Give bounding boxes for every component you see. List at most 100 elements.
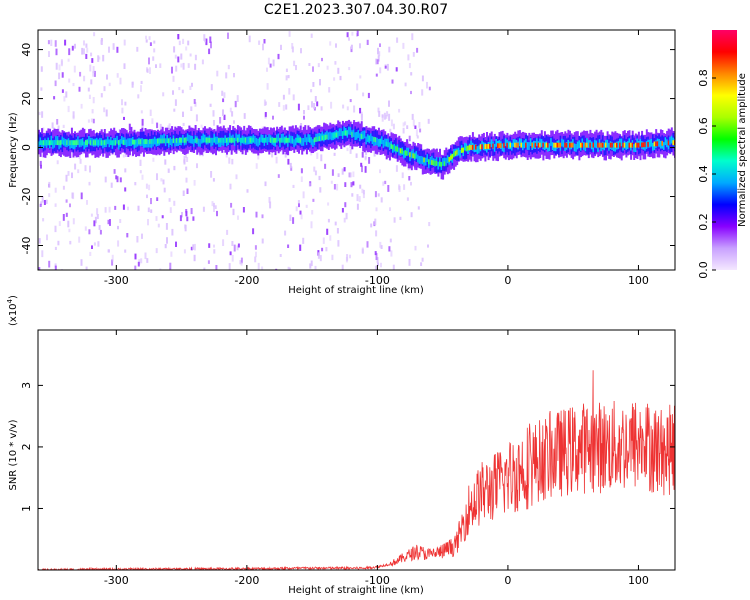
ridge-core (486, 144, 488, 149)
ridge-cell (561, 138, 564, 147)
ridge-core (413, 153, 416, 159)
noise-cell (192, 216, 195, 221)
noise-cell (109, 219, 111, 226)
ridge-cell (625, 142, 628, 150)
ridge-core (345, 130, 347, 136)
noise-cell (404, 82, 407, 87)
ridge-cell (357, 130, 360, 138)
noise-cell (159, 123, 162, 129)
noise-cell (275, 268, 278, 270)
ridge-core (274, 137, 277, 143)
ridge-cell (302, 138, 305, 146)
ridge-core (531, 142, 534, 148)
noise-cell (308, 63, 311, 66)
ridge-cell (670, 135, 673, 144)
noise-cell (116, 46, 119, 53)
noise-cell (121, 99, 123, 106)
x-tick-label: 100 (628, 274, 649, 287)
ridge-cell (606, 139, 609, 148)
ridge-cell (403, 143, 405, 158)
noise-cell (145, 35, 147, 40)
ridge-core (597, 142, 600, 148)
ridge-cell (576, 141, 579, 150)
noise-cell (312, 66, 314, 72)
ridge-cell (617, 141, 620, 149)
noise-cell (416, 135, 419, 139)
noise-cell (166, 237, 168, 244)
noise-cell (182, 111, 184, 117)
noise-cell (329, 235, 332, 241)
x-tick-label: 100 (628, 574, 649, 587)
noise-cell (373, 149, 376, 157)
noise-cell (402, 122, 405, 127)
ridge-core (229, 137, 232, 143)
noise-cell (64, 39, 67, 46)
noise-cell (389, 128, 392, 133)
noise-cell (58, 221, 61, 226)
ridge-core (66, 140, 69, 146)
noise-cell (311, 210, 314, 215)
ridge-cell (587, 140, 590, 148)
ridge-core (258, 137, 261, 143)
noise-cell (186, 188, 189, 194)
ridge-cell (168, 139, 170, 148)
ridge-cell (493, 143, 496, 152)
noise-cell (349, 148, 352, 154)
noise-cell (292, 217, 295, 224)
ridge-core (273, 137, 275, 143)
ridge-cell (119, 139, 122, 147)
ridge-cell (459, 141, 462, 156)
noise-cell (307, 105, 310, 110)
noise-cell (100, 93, 103, 98)
ridge-cell (38, 141, 40, 150)
ridge-cell (504, 139, 507, 155)
noise-cell (360, 113, 363, 121)
ridge-core (161, 138, 164, 144)
colorbar-label: Normalized spectral amplitude (737, 73, 748, 227)
ridge-core (157, 138, 159, 144)
noise-cell (182, 62, 185, 70)
ridge-cell (199, 139, 202, 147)
ridge-core (41, 140, 44, 146)
ridge-core (249, 137, 252, 143)
noise-cell (171, 228, 174, 236)
x-tick-label: -100 (365, 274, 390, 287)
ridge-cell (533, 140, 535, 149)
ridge-cell (424, 157, 427, 166)
noise-cell (202, 206, 205, 212)
noise-cell (182, 190, 185, 196)
ridge-cell (592, 144, 595, 152)
ridge-core (122, 140, 125, 145)
noise-cell (111, 259, 114, 266)
noise-cell (57, 240, 60, 246)
noise-cell (388, 46, 391, 53)
ridge-cell (142, 140, 145, 148)
noise-cell (186, 156, 189, 162)
noise-cell (255, 211, 258, 218)
ridge-core (47, 140, 50, 146)
ridge-cell (188, 135, 191, 143)
ridge-core (138, 139, 141, 145)
ridge-core (230, 137, 233, 143)
noise-cell (282, 105, 285, 111)
noise-cell (88, 229, 91, 235)
noise-cell (426, 81, 428, 89)
noise-cell (428, 86, 431, 91)
noise-cell (99, 229, 102, 235)
ridge-core (641, 142, 644, 148)
noise-cell (156, 197, 159, 201)
ridge-core (315, 137, 318, 142)
ridge-core (346, 130, 349, 136)
noise-cell (68, 78, 71, 83)
noise-cell (313, 103, 316, 109)
noise-cell (268, 197, 271, 203)
ridge-core (276, 137, 279, 143)
noise-cell (319, 187, 322, 193)
noise-cell (403, 184, 406, 190)
noise-cell (162, 92, 165, 97)
noise-cell (408, 176, 411, 181)
noise-cell (111, 254, 114, 262)
noise-cell (87, 87, 90, 92)
ridge-cell (327, 132, 330, 141)
noise-cell (387, 185, 390, 192)
